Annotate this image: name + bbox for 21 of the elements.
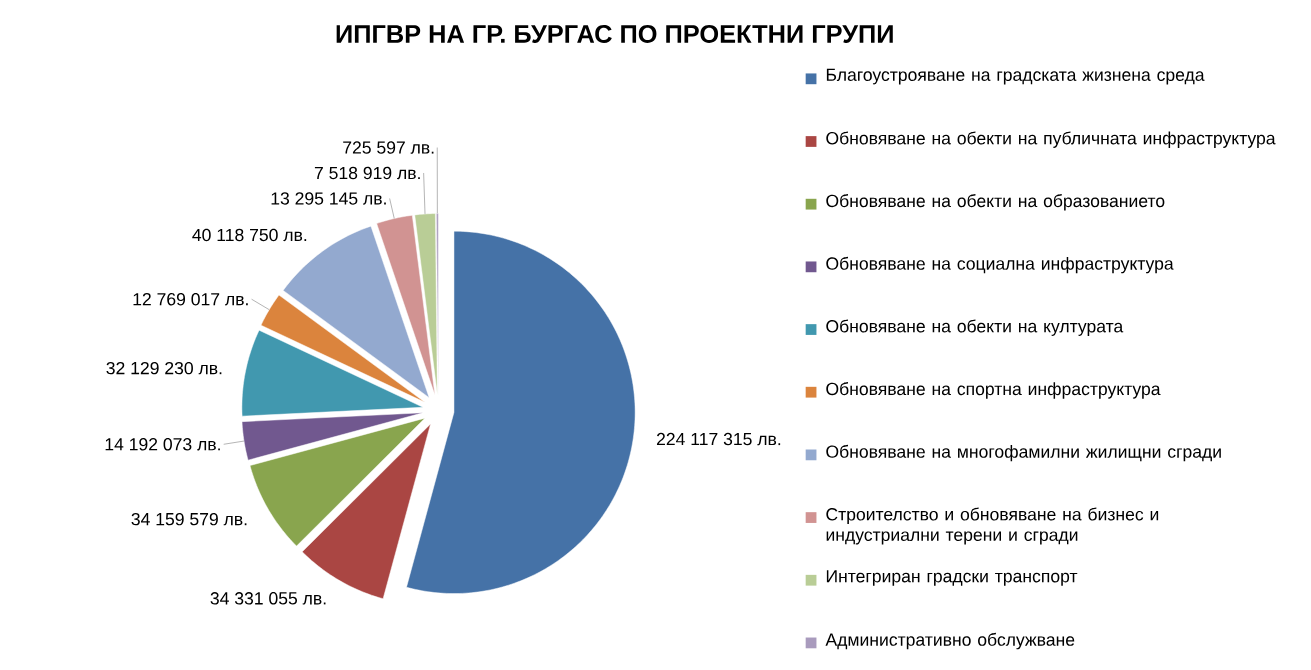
- data-label: 34 331 055 лв.: [210, 592, 326, 605]
- legend-label: Интегриран градски транспорт: [826, 570, 1078, 586]
- legend-label: Обновяване на обекти на публичната инфраструктура: [826, 131, 1276, 149]
- legend-label: Благоустрояване на градската жизнена среда: [826, 68, 1205, 85]
- data-label: 32 129 230 лв.: [106, 361, 222, 375]
- chart-title: ИПГВР НА ГР. БУРГАС ПО ПРОЕКТНИ ГРУПИ: [336, 25, 893, 44]
- data-label: 12 769 017 лв.: [133, 293, 248, 306]
- legend-label: Обновяване на многофамилни жилищни сгради: [826, 444, 1221, 462]
- legend-label: Административно обслужване: [825, 632, 1075, 650]
- legend-label: Обновяване на обекти на културата: [826, 319, 1124, 337]
- legend-label: Обновяване на социална инфраструктура: [826, 256, 1174, 274]
- legend-label: Обновяване на обекти на образованието: [826, 194, 1165, 211]
- data-label: 34 159 579 лв.: [131, 513, 247, 526]
- data-label: 224 117 315 лв.: [656, 432, 781, 446]
- legend-label: Строителство и обновяване на бизнес и индустриални терени и сгради: [826, 507, 1159, 545]
- data-label: 14 192 073 лв.: [105, 438, 220, 451]
- data-label: 40 118 750 лв.: [192, 228, 307, 242]
- data-label: 13 295 145 лв.: [271, 192, 386, 205]
- legend-label: Обновяване на спортна инфраструктура: [826, 382, 1161, 399]
- data-label: 725 597 лв.: [343, 141, 434, 154]
- data-label: 7 518 919 лв.: [314, 166, 420, 180]
